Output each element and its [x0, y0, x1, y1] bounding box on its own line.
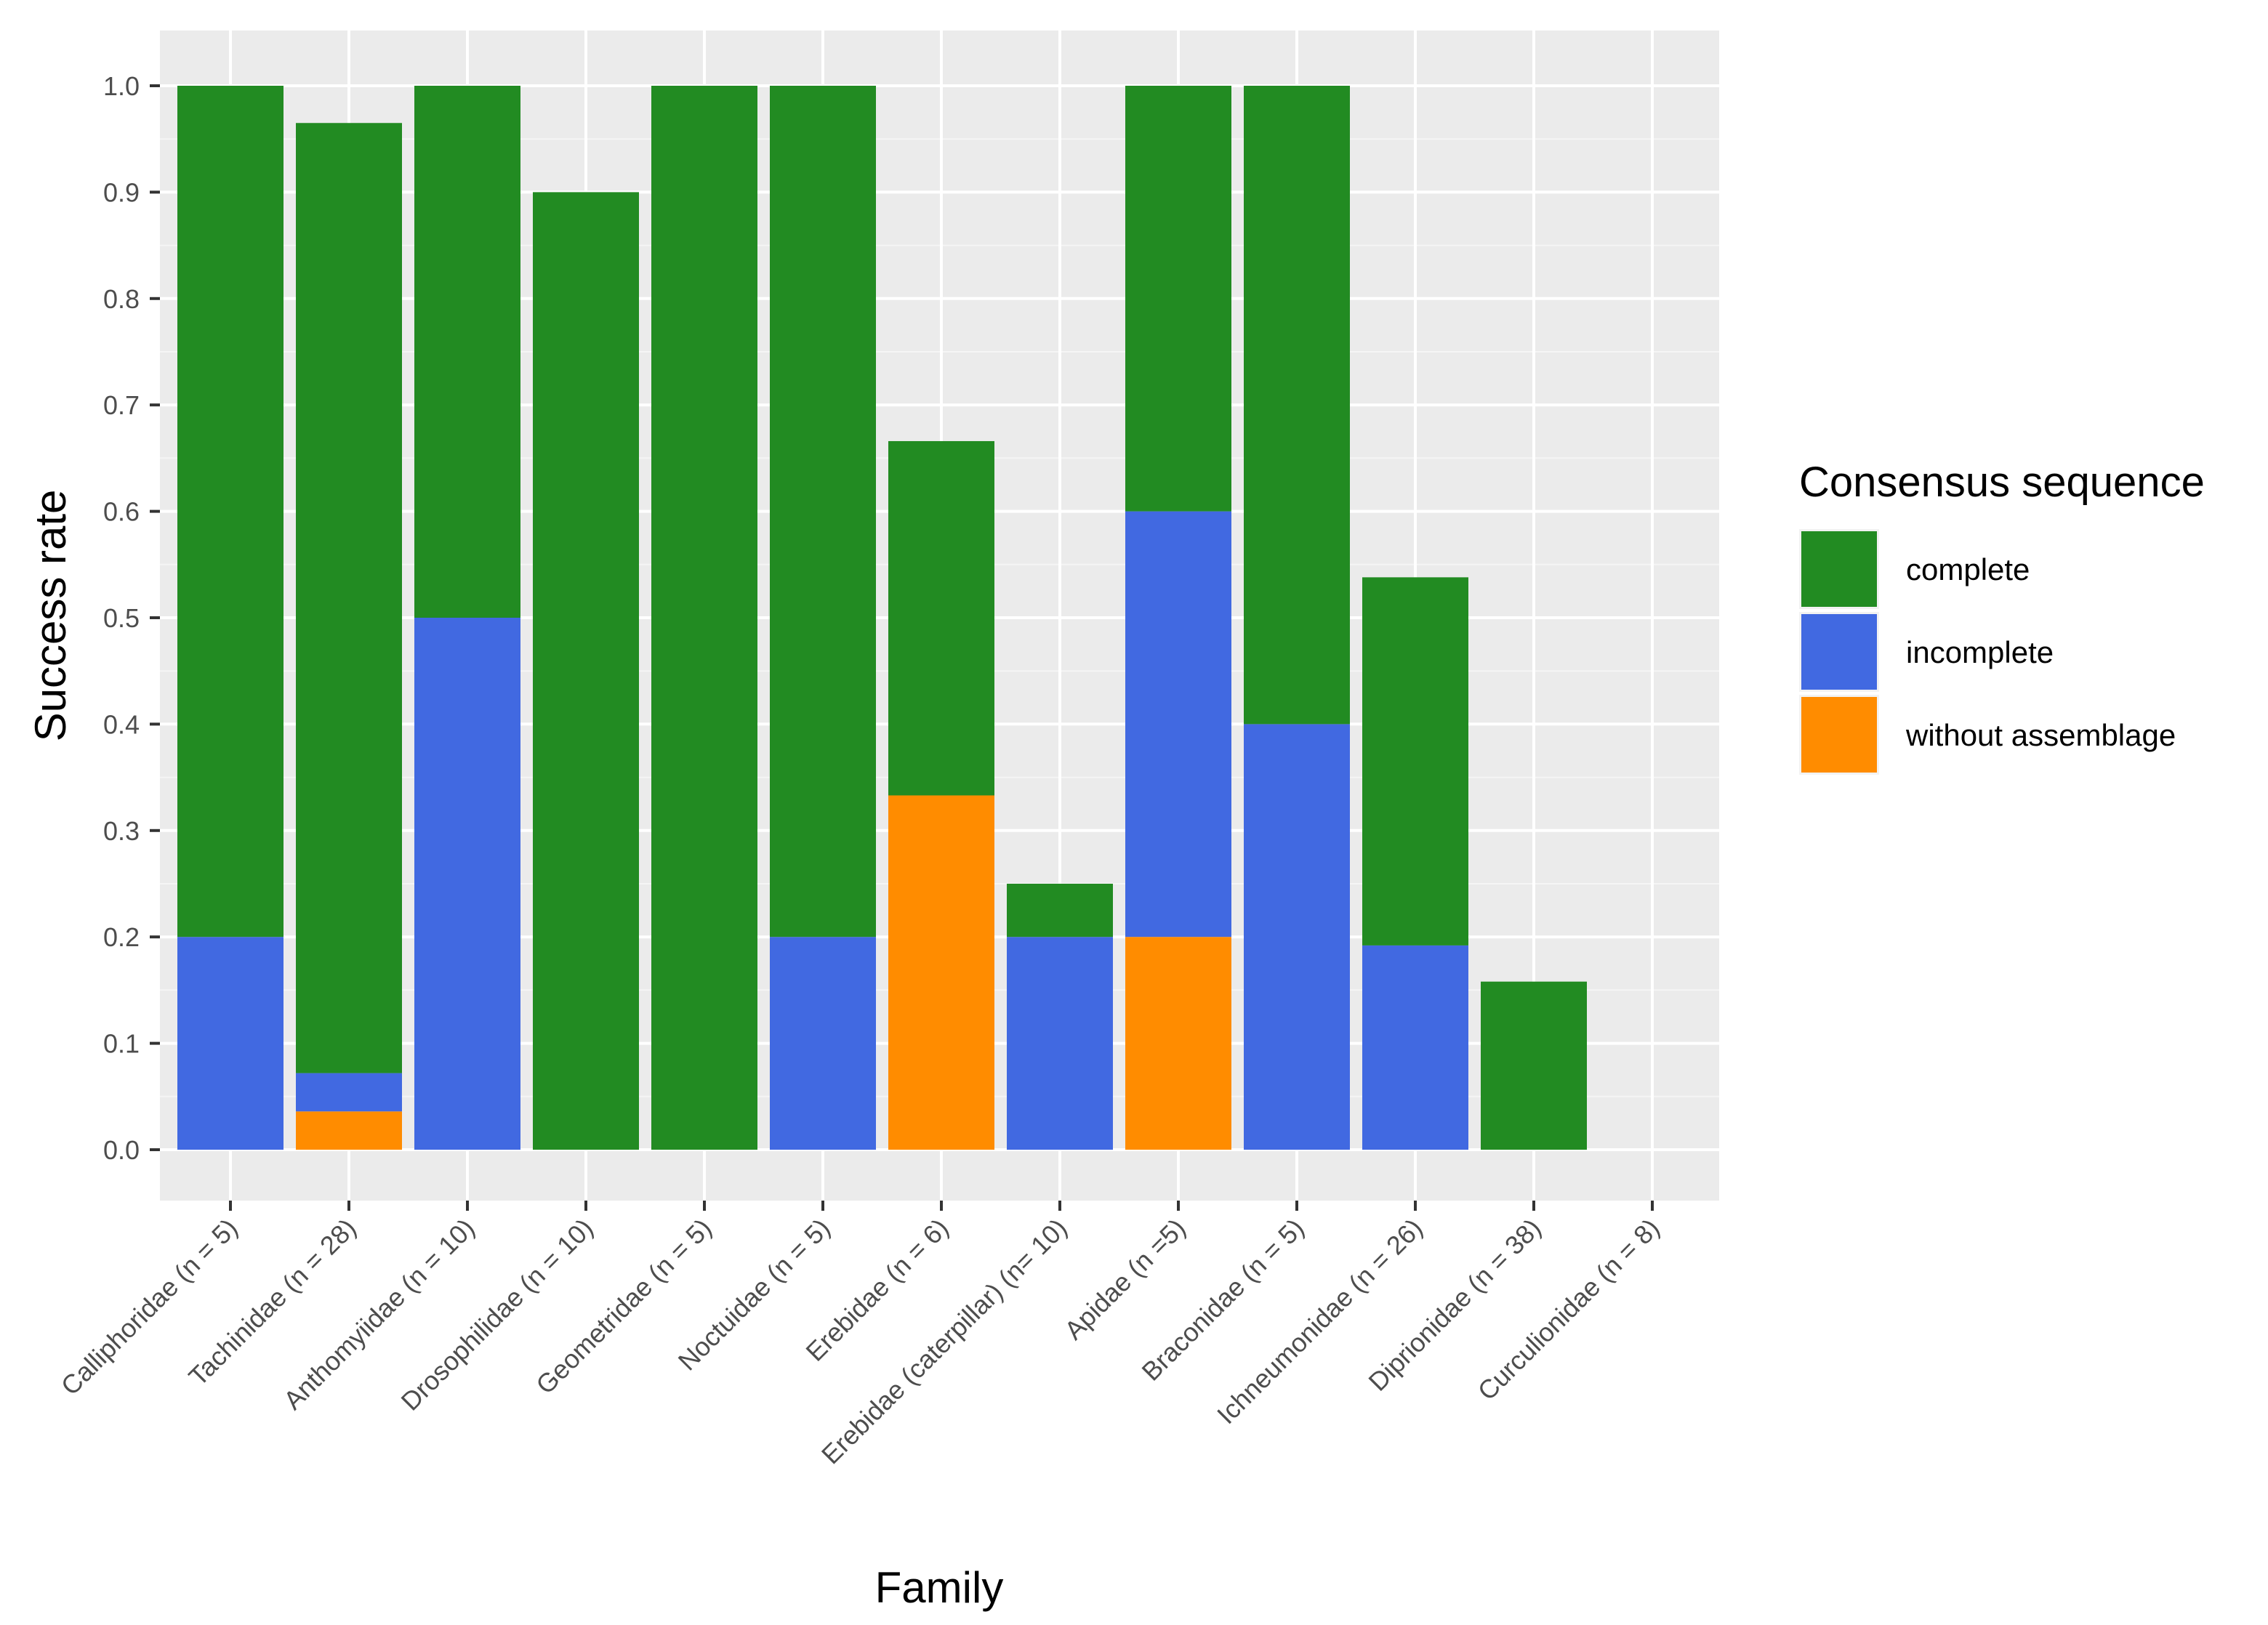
legend-label: without assemblage	[1905, 718, 2176, 752]
y-tick-label: 0.1	[103, 1029, 140, 1059]
bar-segment-complete	[888, 440, 994, 796]
bar-segment-without-assemblage	[296, 1111, 402, 1150]
x-axis-title: Family	[875, 1563, 1004, 1612]
legend-swatch	[1801, 531, 1877, 607]
bar-segment-complete	[770, 86, 876, 938]
bar-segment-complete	[1362, 577, 1468, 945]
x-tick-label: Drosophilidae (n = 10)	[395, 1213, 598, 1416]
y-tick-label: 0.3	[103, 816, 140, 846]
bar-segment-incomplete	[177, 937, 284, 1150]
y-tick-label: 1.0	[103, 71, 140, 101]
y-axis-title: Success rate	[26, 490, 75, 742]
bar-segment-complete	[296, 123, 402, 1073]
bar-segment-incomplete	[414, 618, 520, 1150]
legend-title: Consensus sequence	[1799, 459, 2205, 506]
bar-segment-complete	[1244, 86, 1350, 725]
legend-label: complete	[1906, 552, 2030, 586]
bar-segment-incomplete	[770, 937, 876, 1150]
bar-segment-incomplete	[1244, 724, 1350, 1150]
bar-segment-complete	[1481, 981, 1587, 1150]
y-tick-label: 0.4	[103, 709, 140, 739]
y-tick-label: 0.5	[103, 603, 140, 633]
y-tick-label: 0.9	[103, 177, 140, 207]
bar-segment-complete	[651, 86, 757, 1150]
bar-segment-incomplete	[1362, 945, 1468, 1150]
y-axis: 0.0 0.1 0.2 0.3 0.4 0.5 0.6 0.7 0.8 0.9 1.0	[103, 71, 160, 1165]
y-tick-label: 0.0	[103, 1135, 140, 1165]
x-tick-label: Ichneumonidae (n = 26)	[1211, 1213, 1428, 1430]
x-tick-label: Erebidae (caterpillar) (n= 10)	[816, 1213, 1073, 1470]
bars	[177, 86, 1587, 1150]
bar-segment-complete	[414, 86, 520, 618]
legend-swatch	[1801, 614, 1877, 690]
x-tick-label: Anthomyiidae (n = 10)	[278, 1213, 480, 1416]
y-tick-label: 0.2	[103, 922, 140, 952]
legend: Consensus sequence complete incomplete wit…	[1799, 459, 2205, 775]
bar-segment-without-assemblage	[1125, 937, 1231, 1150]
y-tick-label: 0.7	[103, 390, 140, 420]
x-axis: Calliphoridae (n = 5)Tachinidae (n = 28)…	[55, 1201, 1665, 1469]
legend-items: complete incomplete without assemblage	[1799, 529, 2176, 775]
x-tick-label: Apidae (n =5)	[1058, 1213, 1191, 1346]
legend-label: incomplete	[1906, 635, 2054, 669]
bar-segment-complete	[533, 192, 639, 1150]
y-tick-label: 0.8	[103, 284, 140, 314]
bar-segment-complete	[1125, 86, 1231, 512]
bar-segment-without-assemblage	[888, 795, 994, 1150]
bar-segment-complete	[177, 86, 284, 938]
bar-segment-incomplete	[296, 1073, 402, 1112]
y-tick-label: 0.6	[103, 497, 140, 527]
bar-segment-incomplete	[1007, 937, 1113, 1150]
bar-segment-incomplete	[1125, 511, 1231, 938]
legend-swatch	[1801, 697, 1877, 773]
bar-segment-complete	[1007, 884, 1113, 938]
